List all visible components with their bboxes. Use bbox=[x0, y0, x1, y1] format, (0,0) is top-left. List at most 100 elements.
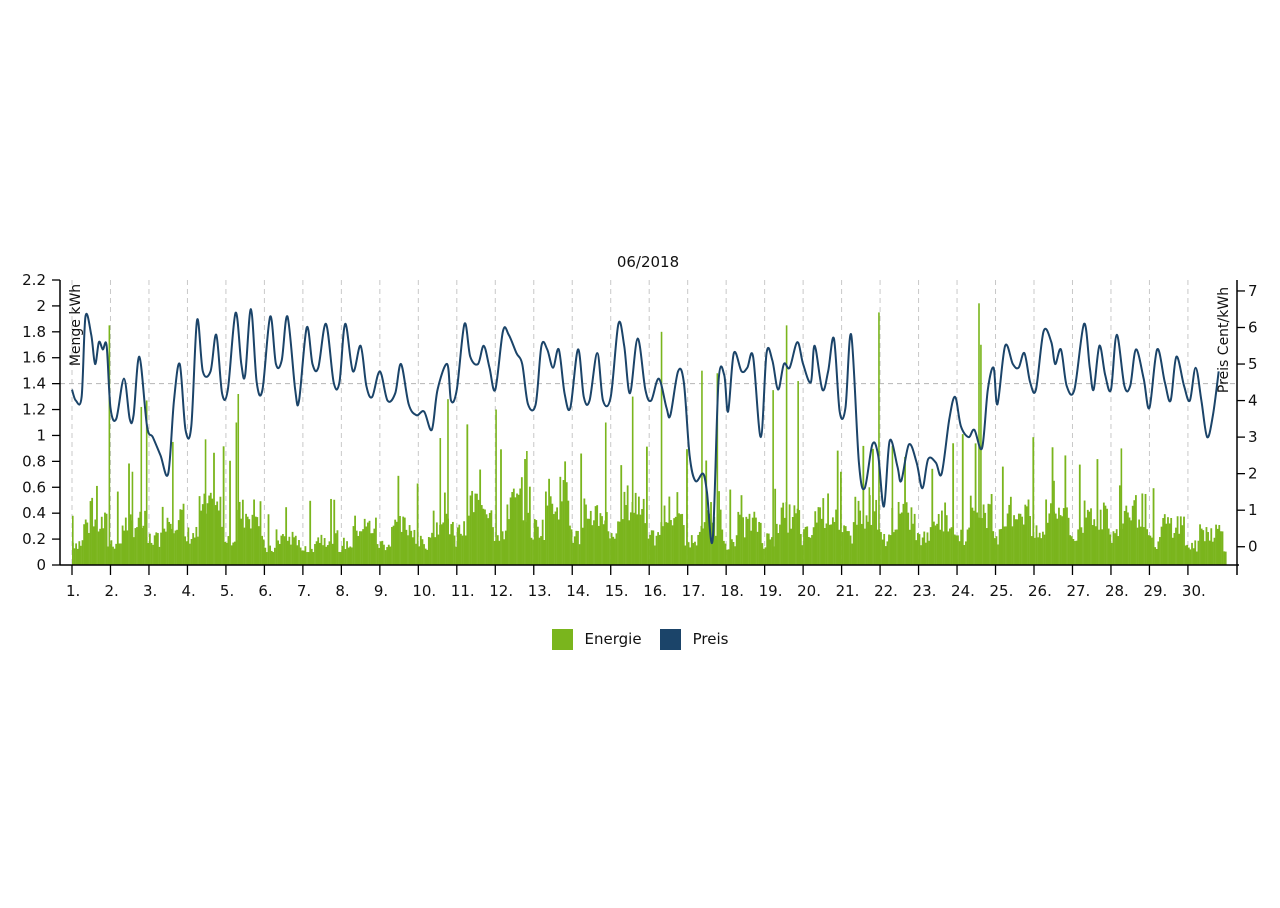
energie-bar bbox=[637, 496, 640, 565]
energie-bar bbox=[981, 518, 983, 565]
energie-bar bbox=[1126, 512, 1129, 565]
energie-bar bbox=[161, 506, 164, 565]
energie-bar bbox=[955, 535, 958, 565]
energie-bar bbox=[293, 537, 296, 565]
energie-bar bbox=[662, 526, 664, 565]
energie-bar bbox=[193, 537, 196, 565]
energie-bar bbox=[724, 543, 727, 565]
energie-bar bbox=[859, 510, 862, 565]
energie-bar bbox=[1022, 524, 1025, 565]
energie-bar bbox=[514, 497, 517, 565]
energie-bar bbox=[139, 511, 142, 565]
energie-bar bbox=[703, 522, 706, 565]
energie-bar-peak bbox=[72, 515, 74, 565]
energie-bar bbox=[88, 533, 90, 565]
energie-bar bbox=[533, 518, 536, 565]
energie-bar bbox=[953, 534, 956, 565]
energie-bar bbox=[634, 492, 637, 565]
energie-bar bbox=[1195, 551, 1198, 565]
energie-bar bbox=[214, 505, 217, 565]
energie-bar bbox=[528, 486, 531, 565]
energie-bar bbox=[817, 507, 820, 565]
y-right-tick-label: 6 bbox=[1248, 319, 1258, 337]
energie-bar bbox=[116, 491, 119, 565]
energie-bar bbox=[224, 541, 227, 565]
energie-bar bbox=[1162, 518, 1165, 565]
energie-bar bbox=[1165, 523, 1168, 565]
energie-bar bbox=[1139, 526, 1142, 565]
legend-item-preis[interactable]: Preis bbox=[659, 628, 728, 650]
energie-bar bbox=[445, 513, 448, 565]
energie-bar bbox=[352, 526, 355, 565]
energie-bar bbox=[628, 520, 631, 565]
energie-bar bbox=[400, 531, 403, 565]
energie-bar bbox=[264, 547, 267, 565]
energie-bar bbox=[679, 514, 682, 565]
energie-bar bbox=[780, 507, 783, 565]
energie-bar bbox=[1173, 533, 1176, 565]
energie-bar bbox=[920, 545, 922, 565]
x-tick-label: 1. bbox=[66, 582, 80, 600]
energie-bar bbox=[346, 541, 348, 565]
energie-bar bbox=[886, 541, 889, 565]
energie-bar bbox=[641, 509, 643, 565]
x-tick-label: 9. bbox=[374, 582, 388, 600]
energie-bar bbox=[317, 537, 320, 565]
energie-bar bbox=[937, 514, 940, 565]
energie-bar bbox=[443, 492, 446, 565]
energie-bar bbox=[506, 504, 509, 565]
energie-bar-peak bbox=[447, 399, 449, 565]
energie-bar bbox=[942, 531, 945, 565]
energie-bar bbox=[1006, 513, 1009, 565]
energie-bar bbox=[596, 505, 599, 565]
energie-bar bbox=[838, 529, 841, 565]
x-tick-label: 24. bbox=[951, 582, 975, 600]
energie-bar bbox=[742, 517, 744, 565]
energie-bar bbox=[421, 539, 424, 565]
energie-bar bbox=[831, 517, 834, 565]
energie-bar bbox=[197, 536, 199, 565]
energie-bar-peak bbox=[660, 331, 663, 565]
energie-bar bbox=[1186, 544, 1189, 565]
energie-bar bbox=[820, 518, 823, 565]
energie-bar bbox=[856, 524, 858, 565]
energie-bar bbox=[198, 496, 201, 565]
energie-bar bbox=[1101, 529, 1104, 565]
legend-item-energie[interactable]: Energie bbox=[551, 628, 642, 650]
energie-bar bbox=[318, 542, 321, 565]
energie-bar bbox=[1024, 504, 1027, 565]
energie-bar bbox=[1027, 499, 1030, 565]
energie-bar bbox=[177, 520, 180, 565]
energie-bar bbox=[663, 505, 666, 565]
energie-bar-peak bbox=[878, 312, 880, 565]
energie-bar bbox=[105, 513, 108, 565]
energie-bar bbox=[482, 508, 485, 565]
energie-bar bbox=[249, 528, 252, 565]
energie-bar bbox=[493, 540, 496, 565]
x-tick-label: 29. bbox=[1143, 582, 1167, 600]
x-tick-label: 13. bbox=[528, 582, 552, 600]
energie-bar bbox=[626, 485, 629, 565]
energie-bar bbox=[1163, 514, 1166, 565]
energie-bar bbox=[1151, 537, 1153, 565]
energie-bar bbox=[575, 530, 578, 565]
energie-bar bbox=[888, 534, 890, 565]
energie-bar bbox=[947, 531, 950, 565]
energie-bar bbox=[926, 532, 929, 565]
energie-bar bbox=[92, 526, 95, 565]
y-left-tick-label: 2 bbox=[36, 297, 46, 315]
energie-bar bbox=[1000, 528, 1003, 565]
energie-bar bbox=[1146, 529, 1149, 565]
y-right-tick-label: 0 bbox=[1248, 538, 1258, 556]
energie-bar bbox=[841, 532, 844, 565]
energie-bar bbox=[190, 538, 193, 565]
energie-bar bbox=[375, 517, 377, 565]
energie-bar bbox=[240, 518, 243, 565]
energie-bar bbox=[301, 550, 304, 565]
energie-bar bbox=[843, 525, 846, 565]
energie-bar bbox=[174, 530, 177, 565]
energie-bar bbox=[799, 534, 802, 565]
energie-bar bbox=[798, 510, 801, 565]
energie-bar bbox=[546, 505, 549, 565]
energie-bar bbox=[423, 544, 425, 565]
